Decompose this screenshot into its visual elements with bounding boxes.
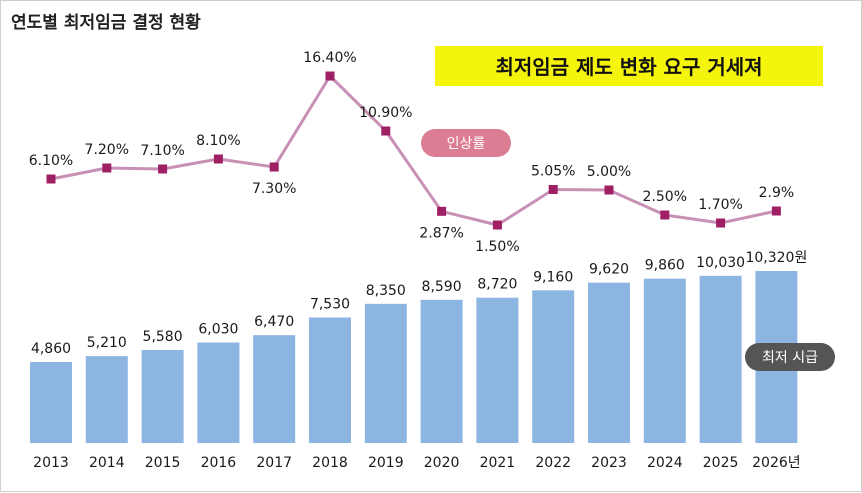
bar-2015 xyxy=(141,350,184,443)
rate-line-layer: 6.10% 7.20% 7.10% 8.10% 7.30% 16.40% 10.90% 2.8… xyxy=(29,50,794,255)
year-label-2015: 2015 xyxy=(145,455,181,471)
year-label-2016: 2016 xyxy=(201,455,237,471)
bar-2022 xyxy=(532,290,575,443)
year-label-2014: 2014 xyxy=(89,455,125,471)
bar-value-label-2026년: 10,320원 xyxy=(745,250,807,266)
rate-value-label-2016: 8.10% xyxy=(196,133,240,149)
bar-2013 xyxy=(30,362,72,443)
rate-marker-2017 xyxy=(269,162,279,172)
bar-value-label-2022: 9,160 xyxy=(533,269,573,285)
legend-wage-badge xyxy=(745,343,835,371)
bar-value-label-2013: 4,860 xyxy=(31,341,71,357)
chart-title: 연도별 최저임금 결정 현황 xyxy=(11,12,201,33)
year-label-2013: 2013 xyxy=(33,455,69,471)
rate-value-label-2025: 1.70% xyxy=(698,197,742,213)
year-label-2022: 2022 xyxy=(535,455,571,471)
banner-background xyxy=(435,46,823,86)
legend-rate-badge xyxy=(421,129,511,157)
year-label-2019: 2019 xyxy=(368,455,404,471)
rate-value-label-2026년: 2.9% xyxy=(759,185,795,201)
rate-marker-2020 xyxy=(437,206,447,216)
bar-value-label-2014: 5,210 xyxy=(87,335,127,351)
bar-2021 xyxy=(476,297,519,443)
year-label-2020: 2020 xyxy=(424,455,460,471)
bar-2014 xyxy=(85,356,128,443)
bar-2020 xyxy=(420,299,463,443)
rate-value-label-2021: 1.50% xyxy=(475,239,519,255)
rate-marker-2024 xyxy=(660,210,670,220)
bar-2025 xyxy=(699,275,742,443)
legend-wage-label: 최저 시급 xyxy=(762,350,818,366)
rate-value-label-2022: 5.05% xyxy=(531,164,575,180)
bar-value-label-2018: 7,530 xyxy=(310,297,350,313)
bar-value-label-2017: 6,470 xyxy=(254,314,294,330)
rate-marker-2015 xyxy=(158,164,168,174)
bar-2017 xyxy=(253,335,296,443)
banner-text: 최저임금 제도 변화 요구 거세져 xyxy=(495,55,762,79)
rate-marker-2018 xyxy=(325,71,335,81)
bar-value-label-2024: 9,860 xyxy=(645,258,685,274)
rate-marker-2022 xyxy=(548,185,558,194)
legend-rate-label: 인상률 xyxy=(447,136,486,152)
rate-value-label-2015: 7.10% xyxy=(140,143,184,159)
bars-layer: 4,860 2013 5,210 2014 5,580 2015 6,030 2016 6,47… xyxy=(30,250,807,471)
rate-value-label-2024: 2.50% xyxy=(643,189,687,205)
rate-value-label-2019: 10.90% xyxy=(359,105,412,121)
bar-2018 xyxy=(309,317,351,443)
legend-rate: 인상률 xyxy=(421,129,511,157)
rate-value-label-2020: 2.87% xyxy=(419,225,463,241)
bar-value-label-2015: 5,580 xyxy=(143,329,183,345)
rate-marker-2026년 xyxy=(771,206,781,216)
rate-line xyxy=(50,74,777,227)
rate-value-label-2013: 6.10% xyxy=(29,153,73,169)
bar-value-label-2019: 8,350 xyxy=(366,283,406,299)
rate-value-label-2014: 7.20% xyxy=(85,142,129,158)
rate-marker-2023 xyxy=(604,185,614,195)
rate-marker-2013 xyxy=(46,174,56,184)
bar-2016 xyxy=(197,342,240,443)
year-label-2017: 2017 xyxy=(256,455,292,471)
rate-marker-2019 xyxy=(381,126,391,136)
rate-value-label-2023: 5.00% xyxy=(587,164,631,180)
rate-marker-2025 xyxy=(716,218,726,228)
rate-marker-2016 xyxy=(213,154,223,164)
year-label-2025: 2025 xyxy=(703,455,739,471)
bar-2019 xyxy=(364,303,407,443)
rate-marker-2021 xyxy=(492,220,502,230)
bar-value-label-2020: 8,590 xyxy=(422,279,462,295)
year-label-2023: 2023 xyxy=(591,455,627,471)
rate-value-label-2017: 7.30% xyxy=(252,181,296,197)
legend-wage: 최저 시급 xyxy=(745,343,835,371)
rate-marker-2014 xyxy=(102,163,112,173)
bar-2023 xyxy=(588,282,630,443)
year-label-2026년: 2026년 xyxy=(752,455,801,471)
bar-value-label-2021: 8,720 xyxy=(477,277,517,293)
bar-value-label-2025: 10,030 xyxy=(696,255,745,271)
year-label-2018: 2018 xyxy=(312,455,348,471)
year-label-2024: 2024 xyxy=(647,455,683,471)
year-label-2021: 2021 xyxy=(480,455,516,471)
bar-value-label-2023: 9,620 xyxy=(589,262,629,278)
rate-value-label-2018: 16.40% xyxy=(303,50,356,66)
bar-2024 xyxy=(643,278,686,443)
bar-value-label-2016: 6,030 xyxy=(198,322,238,338)
